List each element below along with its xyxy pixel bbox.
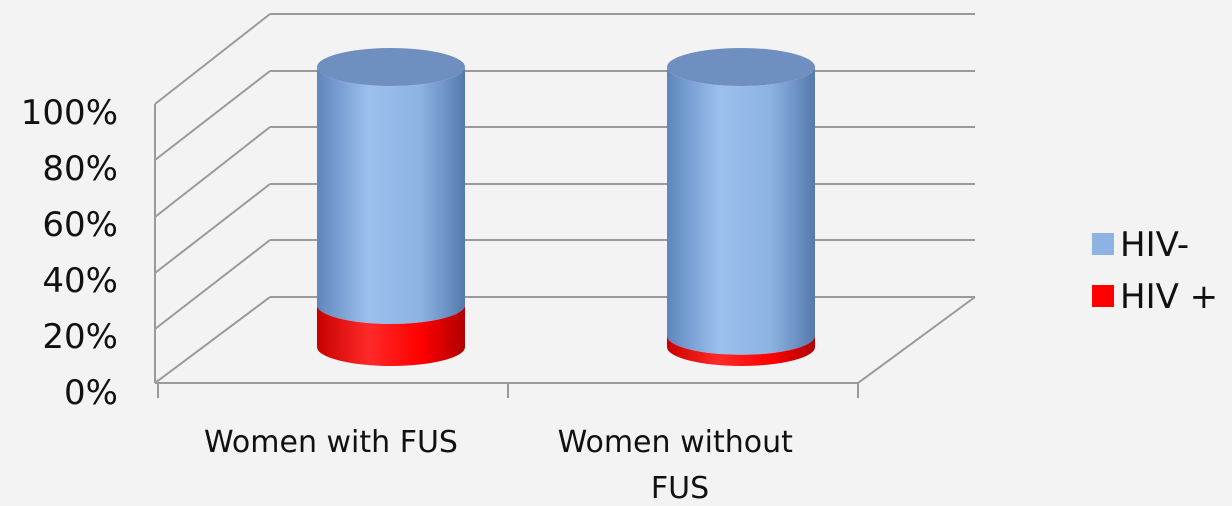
floor-right [857,296,976,384]
legend-swatch-hiv-neg [1092,233,1114,255]
legend-label-hiv-neg: HIV- [1120,225,1189,265]
y-tick-label: 20% [42,317,118,357]
bar-top-cap-1 [317,48,465,86]
side-grid-60 [154,126,271,218]
category-label: Women with FUS [204,425,458,460]
y-tick-label: 0% [64,373,118,413]
legend-label-hiv-pos: HIV + [1120,277,1218,317]
side-grid-100 [154,13,271,105]
plot-frame [154,13,976,398]
y-tick-label: 60% [42,205,118,245]
category-labels: Women with FUS Women without FUS [204,425,803,506]
side-grid-80 [154,70,271,161]
y-tick-labels: 0% 20% 40% 60% 80% 100% [21,93,118,413]
y-tick-label: 100% [21,93,118,133]
side-grid-20 [154,239,271,330]
y-tick-label: 80% [42,149,118,189]
legend: HIV- HIV + [1092,225,1218,317]
bar-top-cap-2 [667,48,815,86]
side-grid-0 [154,296,271,384]
bar-hiv-pos-2 [667,335,815,366]
bar-hiv-neg-1 [317,67,465,324]
bar-hiv-neg-2 [667,67,815,355]
bars [317,48,815,366]
side-grid-40 [154,183,271,274]
bar-hiv-pos-1 [317,305,465,366]
legend-swatch-hiv-pos [1092,285,1114,307]
category-label: Women without FUS [558,425,803,506]
y-tick-label: 40% [42,261,118,301]
